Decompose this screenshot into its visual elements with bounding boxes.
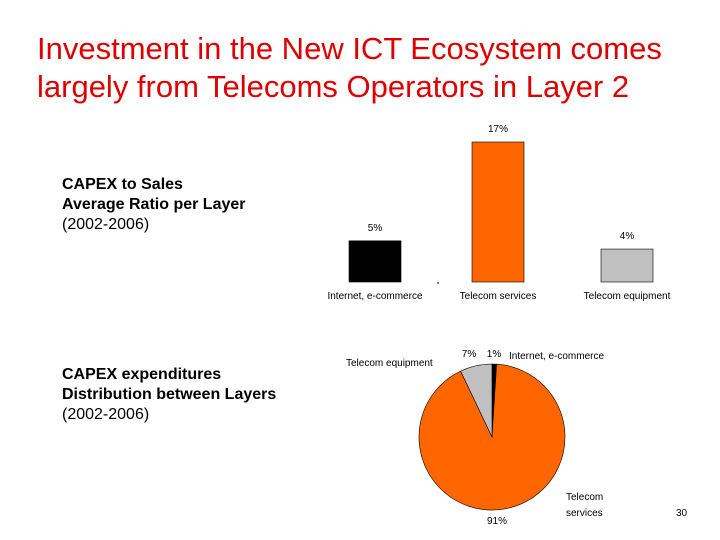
pie-caption-line-2: Distribution between Layers — [62, 386, 277, 403]
bar-category-label-1: Internet, e-commerce — [327, 291, 422, 302]
pie-chart-caption: CAPEX expenditures Distribution between … — [62, 365, 276, 425]
pie-value-label-1: 1% — [487, 349, 502, 360]
slide-title-line-2: largely from Telecoms Operators in Layer… — [37, 69, 630, 104]
slide-title-line-1: Investment in the New ICT Ecosystem come… — [37, 31, 662, 66]
capex-distribution-pie-chart: 1% Internet, e-commerce 91% Telecom services… — [346, 349, 604, 527]
bar-value-label-1: 5% — [368, 223, 383, 234]
bar-3 — [600, 248, 654, 283]
pie-slice-3 — [460, 363, 493, 438]
bar-2 — [471, 141, 525, 283]
bar-category-label-2: Telecom services — [460, 291, 537, 302]
pie-value-label-2: 91% — [487, 516, 507, 527]
bar-caption-line-2: Average Ratio per Layer — [62, 196, 246, 213]
bar-caption-line-1: CAPEX to Sales — [62, 176, 183, 193]
pie-category-label-2-line-1: Telecom — [566, 492, 603, 503]
bar-caption-line-3: (2002-2006) — [62, 216, 150, 233]
pie-value-label-3: 7% — [462, 349, 477, 360]
pie-category-label-2-line-2: services — [566, 508, 603, 519]
bar-category-label-3: Telecom equipment — [584, 291, 671, 302]
slide-title: Investment in the New ICT Ecosystem come… — [37, 30, 707, 106]
pie-caption-line-3: (2002-2006) — [62, 406, 150, 423]
bar-chart-caption: CAPEX to Sales Average Ratio per Layer (… — [62, 175, 245, 235]
pie-caption-line-1: CAPEX expenditures — [62, 366, 222, 383]
pie-slice-2 — [418, 363, 566, 511]
page-number: 30 — [676, 508, 688, 519]
pie-category-label-1: Internet, e-commerce — [509, 351, 604, 362]
pie-category-label-3: Telecom equipment — [346, 358, 433, 369]
bar-value-label-2: 17% — [488, 124, 508, 135]
bar-1 — [348, 240, 402, 283]
bar-value-label-3: 4% — [620, 231, 635, 242]
capex-to-sales-bar-chart: 5% Internet, e-commerce 17% Telecom service… — [327, 124, 670, 302]
